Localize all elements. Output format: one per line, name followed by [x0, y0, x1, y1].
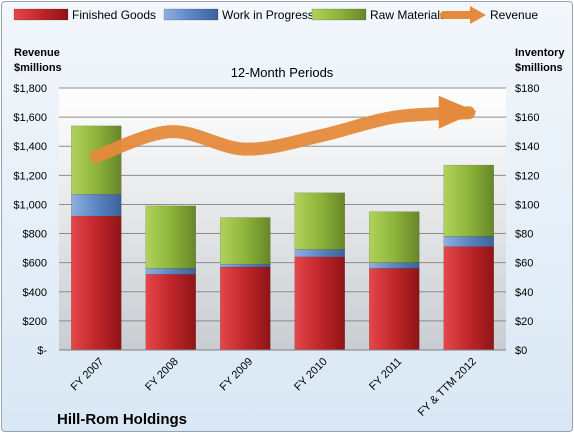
right-axis-ticks: $0 $20 $40 $60 $80 $100 $120 $140 $160 $180: [515, 83, 539, 357]
x-tick-label: FY 2011: [367, 356, 404, 393]
bar-raw-materials: [145, 205, 196, 269]
legend-swatch: [163, 8, 219, 21]
right-tick-label: $100: [515, 199, 539, 211]
legend-swatch: [13, 8, 69, 21]
revenue-arrowhead: [438, 95, 477, 129]
bar-work-in-progress: [220, 263, 271, 268]
revenue-line: [89, 106, 476, 163]
bar-group: [71, 125, 494, 351]
revenue-line-group: [89, 95, 477, 163]
legend-label: Finished Goods: [72, 8, 156, 22]
right-tick-label: $120: [515, 170, 539, 182]
right-tick-label: $40: [515, 287, 533, 299]
plot-area: [59, 88, 506, 350]
right-tick-label: $180: [515, 83, 539, 95]
left-tick-label: $1,200: [13, 170, 47, 182]
legend-label: Work in Progress: [222, 8, 314, 22]
left-tick-label: $1,400: [13, 141, 47, 153]
x-tick-label: FY 2007: [69, 356, 107, 394]
bar-work-in-progress: [294, 249, 345, 258]
x-tick-label: FY & TTM 2012: [416, 356, 479, 419]
right-axis-label-line1: Inventory: [515, 47, 565, 59]
bar-finished-goods: [220, 266, 271, 351]
legend-swatch-arrow: [470, 6, 486, 24]
bar-raw-materials: [369, 211, 420, 263]
bar-finished-goods: [145, 274, 196, 351]
right-tick-label: $0: [515, 345, 527, 357]
bar-finished-goods: [443, 246, 494, 351]
x-tick-label: FY 2010: [292, 356, 330, 394]
left-axis-label-line2: $millions: [14, 62, 62, 74]
bar-work-in-progress: [71, 194, 122, 217]
legend-label: Raw Materials: [370, 8, 446, 22]
x-tick-label: FY 2008: [143, 356, 181, 394]
bar-finished-goods: [294, 256, 345, 351]
legend-label: Revenue: [490, 8, 538, 22]
left-axis-label-line1: Revenue: [14, 47, 60, 59]
right-tick-label: $80: [515, 229, 533, 241]
gridlines: [59, 87, 506, 322]
x-tick-label: FY 2009: [218, 356, 256, 394]
left-tick-label: $800: [23, 229, 47, 241]
left-tick-label: $1,800: [13, 83, 47, 95]
chart-title: 12-Month Periods: [231, 65, 334, 80]
left-tick-label: $1,600: [13, 112, 47, 124]
left-tick-label: $600: [23, 258, 47, 270]
bar-work-in-progress: [443, 236, 494, 247]
legend-swatch: [311, 8, 367, 21]
x-axis-ticks: FY 2007 FY 2008 FY 2009 FY 2010 FY 2011 FY & …: [69, 356, 479, 419]
left-tick-label: $-: [37, 345, 47, 357]
company-name: Hill-Rom Holdings: [57, 411, 187, 428]
right-tick-label: $60: [515, 258, 533, 270]
left-tick-label: $1,000: [13, 199, 47, 211]
bar-work-in-progress: [145, 268, 196, 275]
bar-work-in-progress: [369, 262, 420, 269]
bar-finished-goods: [71, 215, 122, 351]
left-tick-label: $200: [23, 316, 47, 328]
right-tick-label: $160: [515, 112, 539, 124]
bar-finished-goods: [369, 268, 420, 351]
right-tick-label: $20: [515, 316, 533, 328]
right-tick-label: $140: [515, 141, 539, 153]
bar-raw-materials: [443, 164, 494, 237]
bar-raw-materials: [220, 217, 271, 265]
left-axis-ticks: $- $200 $400 $600 $800 $1,000 $1,200 $1,400 $1,6…: [13, 83, 47, 357]
legend: Finished Goods Work in Progress Raw Materi…: [13, 6, 538, 24]
bar-raw-materials: [294, 192, 345, 250]
left-tick-label: $400: [23, 287, 47, 299]
right-axis-label-line2: $millions: [515, 62, 563, 74]
